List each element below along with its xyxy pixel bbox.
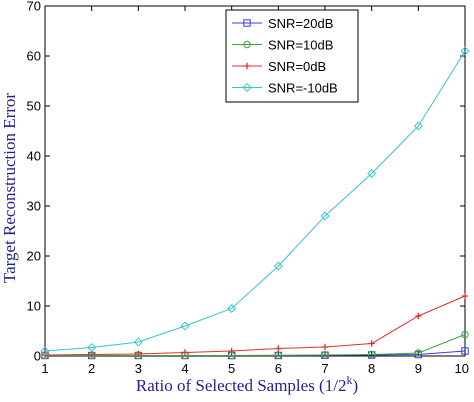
x-axis-title-superscript: k: [346, 373, 352, 387]
data-point: [228, 347, 235, 355]
data-point: [368, 340, 375, 347]
data-point: [414, 349, 423, 357]
legend-box: [225, 9, 359, 103]
data-point: [367, 350, 376, 359]
y-tick-label: 20: [27, 249, 41, 264]
legend-label: SNR=20dB: [268, 16, 333, 31]
data-point: [460, 46, 470, 56]
data-point: [367, 168, 377, 179]
x-axis-title-main: Ratio of Selected Samples (1/2: [136, 376, 347, 395]
data-point: [413, 121, 423, 131]
x-tick-label: 1: [41, 361, 48, 376]
legend: SNR=20dB SNR=10dB SNR=0dB SNR=-10dB: [225, 9, 359, 103]
data-point: [133, 337, 143, 347]
data-point: [135, 350, 142, 358]
x-tick-label: 7: [321, 361, 328, 376]
legend-label: SNR=10dB: [268, 38, 333, 53]
series-line: [45, 334, 466, 356]
data-point: [461, 347, 469, 355]
legend-item: SNR=-10dB: [232, 81, 338, 96]
data-point: [461, 292, 469, 300]
x-tick-label: 9: [415, 361, 422, 376]
series-2: [41, 292, 469, 359]
legend-item: SNR=20dB: [232, 16, 333, 31]
axes: 0 10 20 30 40 50 60 70 1 2 3 4 5 6 7 8 9 10: [27, 0, 469, 376]
series-line: [44, 295, 466, 356]
legend-swatch-marker: [243, 62, 251, 70]
x-tick-label: 3: [135, 361, 142, 376]
y-tick-label: 40: [27, 149, 41, 164]
data-point: [274, 351, 283, 359]
x-tick-label: 5: [228, 361, 235, 376]
x-tick-label: 2: [88, 361, 95, 376]
y-tick-label: 30: [27, 199, 41, 214]
legend-item: SNR=0dB: [232, 59, 326, 74]
x-tick-label: 10: [455, 361, 469, 376]
legend-label: SNR=-10dB: [268, 81, 338, 96]
series-3: [40, 46, 470, 356]
x-tick-label: 4: [181, 361, 188, 376]
legend-item: SNR=10dB: [232, 38, 333, 53]
series-line: [44, 50, 466, 352]
data-point: [180, 321, 190, 331]
data-point: [321, 343, 329, 351]
y-tick-label: 60: [27, 49, 41, 64]
legend-label: SNR=0dB: [268, 59, 326, 74]
data-point: [87, 342, 97, 353]
x-tick-label: 6: [275, 361, 282, 376]
data-point: [88, 351, 95, 358]
y-tick-label: 0: [34, 349, 41, 364]
x-tick-label: 8: [368, 361, 375, 376]
data-point: [275, 345, 282, 352]
y-tick-label: 70: [27, 0, 41, 14]
data-point: [40, 346, 50, 356]
x-axis-title-close: ): [352, 376, 358, 395]
data-point: [461, 330, 469, 339]
legend-swatch-marker: [242, 82, 252, 93]
x-axis-title: Ratio of Selected Samples (1/2k): [136, 373, 358, 395]
data-point: [273, 261, 283, 271]
y-tick-label: 10: [27, 299, 41, 314]
data-point: [321, 351, 329, 359]
series-layer: [40, 46, 470, 360]
y-tick-label: 50: [27, 99, 41, 114]
data-point: [181, 349, 189, 356]
y-axis-title: Target Reconstruction Error: [0, 93, 19, 283]
legend-swatch-marker: [243, 40, 251, 49]
data-point: [227, 303, 237, 314]
data-point: [320, 211, 330, 221]
legend-swatch-marker: [243, 19, 251, 27]
data-point: [415, 312, 422, 320]
